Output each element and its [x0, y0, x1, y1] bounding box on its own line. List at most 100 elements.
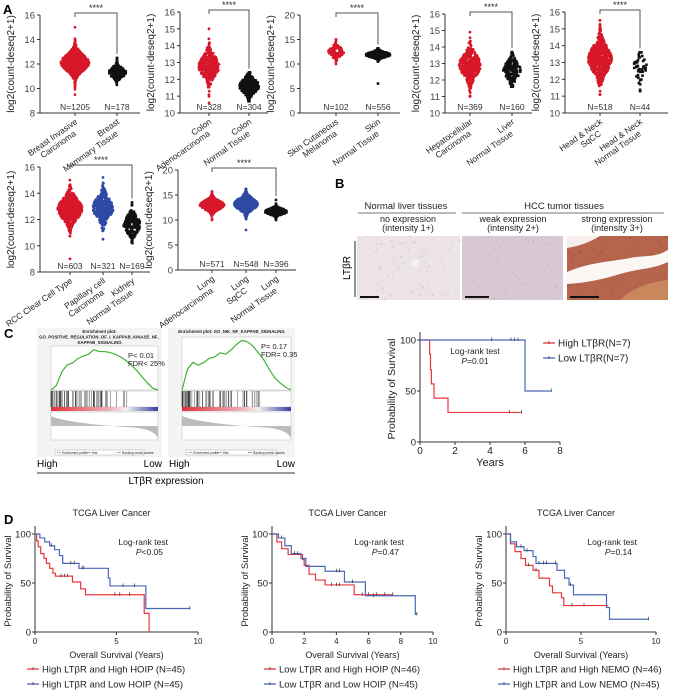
data-point — [61, 197, 65, 200]
data-point — [503, 68, 507, 72]
data-point — [242, 90, 245, 94]
data-point — [588, 62, 592, 66]
data-point — [600, 61, 604, 64]
data-point — [594, 72, 597, 76]
data-point — [376, 53, 379, 57]
y-tick-label: 14 — [549, 41, 560, 52]
significance-stars: **** — [222, 0, 237, 10]
data-point — [512, 62, 516, 65]
data-point — [109, 75, 113, 78]
data-point — [99, 211, 103, 215]
data-point — [636, 64, 640, 68]
significance-bracket — [599, 9, 641, 49]
data-point — [468, 36, 472, 40]
data-point — [608, 60, 612, 64]
panel-label-b: B — [335, 176, 344, 191]
data-point — [595, 49, 599, 53]
data-point — [503, 65, 507, 69]
group-2 — [91, 176, 115, 241]
data-point — [98, 218, 101, 222]
group-3 — [122, 201, 142, 245]
data-point — [76, 215, 79, 219]
data-point — [241, 81, 245, 85]
data-point — [510, 79, 514, 83]
panel-label-d: D — [4, 512, 13, 527]
significance-bracket — [469, 11, 513, 48]
y-tick-label: 10 — [24, 241, 35, 252]
data-point — [71, 192, 74, 196]
n-label: N=160 — [499, 102, 525, 112]
y-tick-label: 8 — [30, 268, 35, 279]
data-point — [468, 39, 472, 43]
data-point — [239, 84, 243, 87]
data-point — [600, 64, 604, 68]
data-point — [73, 38, 77, 42]
data-point — [83, 63, 87, 67]
data-point — [134, 217, 138, 221]
data-point — [65, 222, 69, 226]
data-point — [594, 65, 598, 68]
data-point — [251, 90, 254, 93]
data-point — [101, 181, 105, 185]
data-point — [207, 53, 211, 56]
data-point — [115, 83, 119, 87]
data-point — [80, 52, 84, 56]
data-point — [103, 199, 107, 203]
data-point — [513, 76, 517, 80]
data-point — [205, 46, 209, 50]
data-point — [69, 210, 73, 214]
data-point — [375, 56, 379, 60]
data-point — [513, 56, 516, 60]
data-point — [208, 46, 212, 50]
data-point — [113, 67, 117, 71]
y-tick-label: 12 — [549, 75, 560, 86]
data-point — [239, 81, 243, 85]
data-point — [249, 78, 253, 82]
data-point — [78, 55, 82, 59]
data-point — [66, 210, 70, 214]
data-point — [462, 74, 466, 77]
data-point — [209, 49, 212, 53]
data-point — [476, 66, 480, 70]
data-point — [468, 65, 472, 69]
data-point — [510, 82, 513, 85]
data-point — [121, 67, 125, 70]
data-point — [76, 47, 80, 51]
data-point — [601, 46, 605, 49]
significance-bracket — [74, 12, 118, 54]
data-point — [68, 200, 72, 203]
data-point — [511, 76, 514, 80]
data-point — [101, 202, 105, 206]
data-point — [509, 73, 513, 76]
y-tick-label: 15 — [429, 26, 440, 37]
group-2 — [108, 56, 128, 87]
data-point — [247, 98, 251, 102]
data-point — [470, 73, 474, 77]
data-point — [371, 55, 375, 58]
data-point — [516, 65, 520, 68]
data-point — [73, 195, 77, 198]
data-point — [92, 203, 96, 207]
data-point — [468, 30, 472, 34]
data-point — [206, 85, 210, 89]
data-point — [467, 53, 471, 57]
data-point — [117, 78, 121, 82]
panel-label-c: C — [4, 326, 14, 341]
significance-stars: **** — [350, 3, 365, 13]
data-point — [72, 48, 75, 51]
data-point — [60, 200, 63, 204]
data-point — [598, 38, 601, 41]
data-point — [514, 65, 518, 69]
y-tick-label: 12 — [429, 76, 440, 87]
y-tick-label: 10 — [549, 109, 560, 120]
data-point — [110, 206, 114, 210]
y-tick-label: 16 — [164, 8, 175, 19]
data-point — [605, 55, 609, 59]
y-tick-label: 13 — [549, 58, 560, 69]
data-point — [238, 86, 242, 90]
data-point — [475, 62, 479, 66]
category-label-line: Normal Tissue — [465, 128, 515, 168]
data-point — [216, 69, 220, 72]
